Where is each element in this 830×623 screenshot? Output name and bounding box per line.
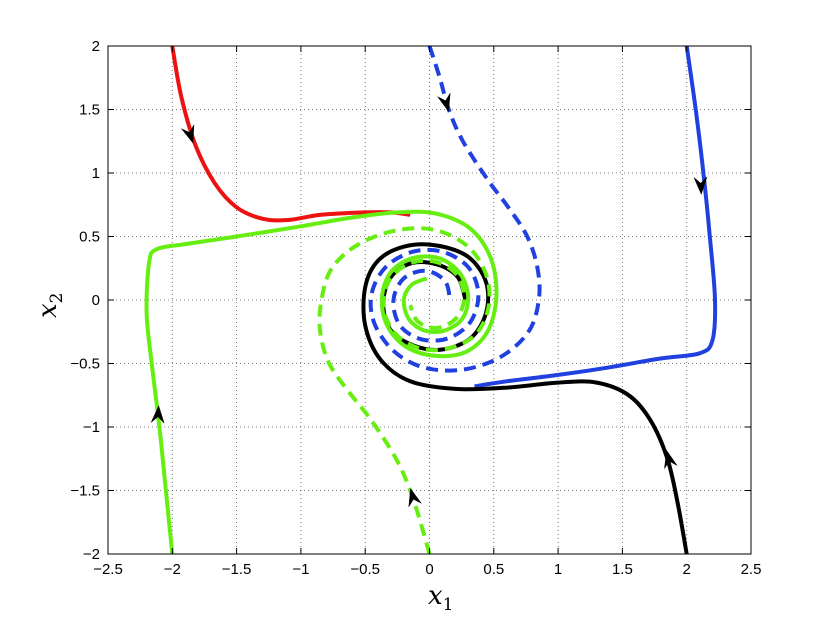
- x-tick-label: 1.5: [612, 561, 633, 578]
- x-tick-label: −2: [164, 561, 181, 578]
- x-tick-label: −0.5: [350, 561, 380, 578]
- trajectory-line: [474, 45, 718, 389]
- y-tick-label: −0.5: [70, 356, 100, 373]
- x-tick-label: −1.5: [222, 561, 252, 578]
- y-tick-label: −2: [83, 546, 100, 563]
- direction-arrows: [150, 93, 708, 507]
- trajectory-line: [144, 209, 499, 555]
- x-tick-label: −2.5: [93, 561, 123, 578]
- direction-arrow: [437, 93, 451, 113]
- ticks: −2.5 −2 −1.5 −1 −0.5 0 0.5 1 1.5 2 2.5−2−1.5−1−0.5…: [70, 38, 761, 578]
- y-tick-label: −1: [83, 419, 100, 436]
- y-tick-label: −1.5: [70, 483, 100, 500]
- direction-arrow: [150, 405, 165, 424]
- y-tick-label: 0.5: [79, 229, 100, 246]
- x-axis-label: x1: [428, 581, 454, 615]
- trajectory-line: [317, 226, 492, 555]
- x-tick-label: 1: [554, 561, 562, 578]
- y-tick-label: 1: [92, 165, 100, 182]
- y-tick-label: 2: [92, 38, 100, 55]
- x-tick-label: 0.5: [483, 561, 504, 578]
- direction-arrow: [408, 487, 422, 507]
- y-tick-label: 0: [92, 292, 100, 309]
- y-axis-label: x2: [33, 293, 67, 319]
- direction-arrow: [693, 176, 708, 195]
- direction-arrow: [181, 124, 195, 144]
- grid: [108, 46, 751, 554]
- y-tick-label: 1.5: [79, 102, 100, 119]
- x-tick-label: 2.5: [741, 561, 762, 578]
- x-tick-label: 2: [683, 561, 691, 578]
- trajectory-line: [368, 45, 542, 373]
- x-tick-label: −1: [292, 561, 309, 578]
- x-tick-label: 0: [425, 561, 433, 578]
- direction-arrow: [664, 449, 678, 469]
